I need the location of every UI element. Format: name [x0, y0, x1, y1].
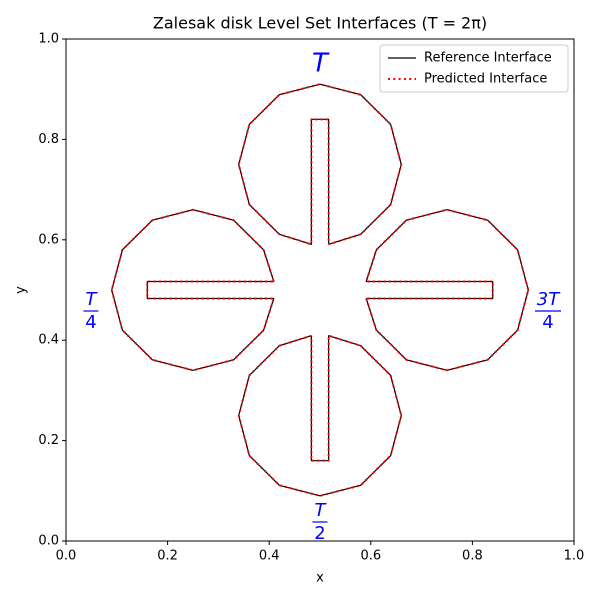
x-tick-label: 0.6 [360, 549, 381, 564]
annotation-numerator: 3T [537, 289, 561, 310]
legend-box [379, 44, 569, 93]
interface-line [110, 83, 530, 497]
x-tick-label: 0.8 [462, 549, 483, 564]
annotation-denominator: 4 [85, 312, 96, 333]
annotation-numerator: T [315, 500, 328, 521]
annotation: T [312, 49, 330, 79]
x-tick-label: 0.0 [56, 549, 77, 564]
x-tick-label: 0.4 [259, 549, 280, 564]
x-axis-label: x [316, 571, 324, 586]
y-tick-label: 0.0 [38, 534, 59, 549]
x-tick-label: 1.0 [564, 549, 585, 564]
annotation-numerator: T [86, 289, 99, 310]
interface-line [111, 83, 529, 497]
y-tick-label: 0.4 [38, 333, 59, 348]
chart-title: Zalesak disk Level Set Interfaces (T = 2… [153, 14, 487, 33]
legend-label: Predicted Interface [424, 72, 547, 87]
annotation-denominator: 4 [542, 312, 553, 333]
y-tick-label: 0.6 [38, 232, 59, 247]
y-axis-label: y [14, 286, 29, 294]
legend-label: Reference Interface [424, 51, 552, 66]
x-tick-label: 0.2 [157, 549, 178, 564]
plot-frame [65, 38, 575, 542]
y-tick-label: 1.0 [38, 32, 59, 47]
annotation-denominator: 2 [314, 523, 325, 544]
y-tick-label: 0.8 [38, 132, 59, 147]
y-tick-label: 0.2 [38, 433, 59, 448]
